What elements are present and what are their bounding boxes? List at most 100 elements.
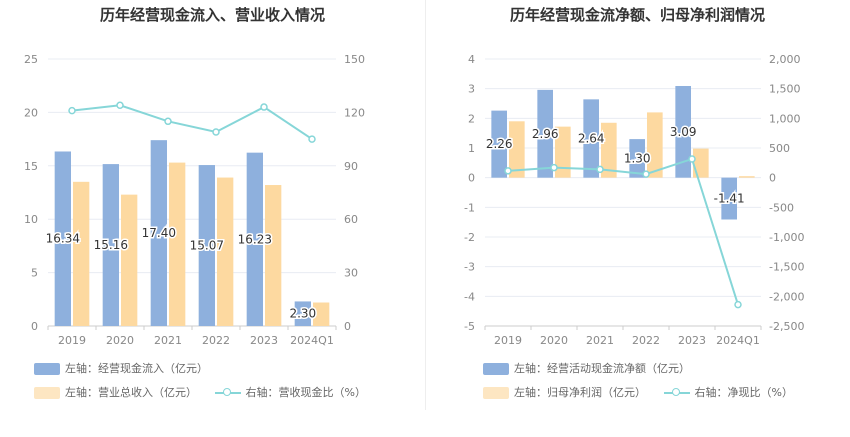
- right-axis-tick-label: 2,000: [769, 53, 801, 66]
- x-axis-tick-label: 2024Q1: [716, 334, 760, 347]
- x-axis-tick-label: 2019: [58, 334, 86, 347]
- legend-item-net-cash-flow[interactable]: 左轴：经营活动现金流净额（亿元）: [483, 360, 690, 376]
- bar-secondary: [121, 194, 138, 326]
- chart-panel-net-cash-flow: 历年经营现金流净额、归母净利润情况 -5 -4 -3 -2 -1 0 1 2 3 4 -2,500-…: [425, 0, 850, 437]
- data-label: 16.23: [238, 232, 272, 246]
- data-label: 2.96: [532, 127, 559, 141]
- right-axis-tick-label: -1,000: [769, 231, 804, 244]
- bar-secondary: [169, 162, 186, 326]
- ratio-point: [596, 165, 604, 174]
- chart-title: 历年经营现金流净额、归母净利润情况: [509, 6, 765, 24]
- legend-label: 左轴：营业总收入（亿元）: [65, 386, 197, 399]
- right-axis-tick-label: 120: [344, 106, 365, 119]
- data-label: 15.07: [190, 239, 224, 253]
- legend-label: 右轴：净现比（%）: [694, 386, 793, 399]
- bar-secondary: [217, 177, 234, 326]
- ratio-point: [164, 117, 172, 126]
- bar-primary: [537, 89, 553, 178]
- data-label: -1.41: [714, 192, 745, 206]
- x-axis-tick-label: 2024Q1: [290, 334, 334, 347]
- left-axis-tick-label: -4: [464, 290, 475, 303]
- legend-item-cash-ratio[interactable]: 右轴：营收现金比（%）: [214, 384, 366, 400]
- x-axis-tick-label: 2019: [494, 334, 522, 347]
- left-axis-tick-label: 15: [24, 160, 38, 173]
- left-axis-tick-label: 10: [24, 213, 38, 226]
- bar-secondary: [265, 185, 282, 326]
- ratio-point: [308, 135, 316, 143]
- left-axis-tick-label: 1: [468, 142, 475, 155]
- legend-swatch: [663, 387, 690, 399]
- ratio-point: [688, 155, 696, 163]
- left-axis-tick-label: -5: [464, 320, 475, 333]
- left-axis-tick-label: 25: [24, 53, 38, 66]
- data-label: 15.16: [94, 238, 128, 252]
- left-axis-tick-label: -3: [464, 261, 475, 274]
- ratio-point: [642, 170, 650, 178]
- bar-primary: [294, 301, 311, 326]
- bar-secondary: [647, 112, 663, 178]
- chart-canvas: -5 -4 -3 -2 -1 0 1 2 3 4 -2,500 -2,000 -1,500 -1,000 -…: [464, 53, 804, 347]
- bar-primary: [198, 165, 215, 326]
- right-axis-tick-label: 500: [769, 142, 790, 155]
- ratio-point: [116, 101, 124, 110]
- left-axis-tick-label: 5: [31, 267, 38, 280]
- bar-primary: [54, 151, 71, 326]
- data-label: 1.30: [624, 151, 651, 165]
- data-label: 2.30: [289, 307, 316, 321]
- legend-swatch: [34, 363, 60, 375]
- left-axis-tick-label: 0: [31, 320, 38, 333]
- legend-item-net-profit[interactable]: 左轴：归母净利润（亿元）: [483, 384, 646, 400]
- left-axis-tick-label: 0: [468, 172, 475, 185]
- bar-primary: [102, 164, 119, 326]
- x-axis-tick-label: 2021: [586, 334, 614, 347]
- bar-primary: [721, 177, 737, 220]
- data-label: 2.64: [578, 132, 605, 146]
- right-axis-tick-label: 30: [344, 267, 358, 280]
- bar-secondary: [555, 126, 571, 178]
- chart-canvas: 0 5 10 15 20 25 0 30 60 90 120 150 2019 2020 2021 2022 2…: [24, 53, 365, 347]
- legend-swatch: [483, 363, 509, 375]
- ratio-point: [212, 128, 220, 136]
- bar-secondary: [601, 122, 617, 178]
- panel-divider: [425, 0, 426, 410]
- legend-label: 左轴：归母净利润（亿元）: [514, 386, 646, 399]
- legend-swatch: [34, 387, 60, 399]
- ratio-point: [734, 300, 742, 309]
- x-axis-tick-label: 2022: [202, 334, 230, 347]
- legend-label: 右轴：营收现金比（%）: [245, 386, 366, 399]
- bar-secondary: [739, 176, 755, 178]
- legend-item-cash-inflow[interactable]: 左轴：经营现金流入（亿元）: [34, 360, 208, 376]
- left-axis-tick-label: -2: [464, 231, 475, 244]
- legend-item-net-cash-ratio[interactable]: 右轴：净现比（%）: [663, 384, 793, 400]
- left-axis-tick-label: -1: [464, 201, 475, 214]
- legend-row: 左轴：归母净利润（亿元） 右轴：净现比（%）: [483, 384, 807, 400]
- legend-row: 左轴：经营活动现金流净额（亿元）: [483, 360, 704, 376]
- right-axis-tick-label: 1,000: [769, 112, 801, 125]
- ratio-point: [260, 103, 268, 111]
- right-axis-tick-label: -2,000: [769, 290, 804, 303]
- right-axis-tick-label: 90: [344, 160, 358, 173]
- ratio-point: [68, 106, 76, 115]
- legend-label: 左轴：经营现金流入（亿元）: [65, 362, 208, 375]
- right-axis-tick-label: 0: [344, 320, 351, 333]
- x-axis-tick-label: 2023: [678, 334, 706, 347]
- bar-primary: [150, 140, 167, 326]
- legend-row: 左轴：经营现金流入（亿元）: [34, 360, 222, 376]
- legend-label: 左轴：经营活动现金流净额（亿元）: [514, 362, 690, 375]
- left-axis-tick-label: 20: [24, 106, 38, 119]
- right-axis-tick-label: 0: [769, 172, 776, 185]
- bar-primary: [246, 152, 263, 326]
- bar-secondary: [509, 121, 525, 178]
- data-label: 16.34: [46, 232, 80, 246]
- bar-secondary: [313, 302, 330, 326]
- data-label: 2.26: [486, 137, 513, 151]
- bar-primary: [491, 110, 507, 178]
- x-axis-tick-label: 2021: [154, 334, 182, 347]
- bar-primary: [583, 99, 599, 178]
- chart-panel-cash-inflow: 历年经营现金流入、营业收入情况 0 5 10 15 20 25 0 30 60 90 120 150 2…: [24, 6, 366, 400]
- x-axis-tick-label: 2023: [250, 334, 278, 347]
- legend-item-revenue[interactable]: 左轴：营业总收入（亿元）: [34, 384, 197, 400]
- x-axis-tick-label: 2022: [632, 334, 660, 347]
- legend-swatch: [483, 387, 509, 399]
- right-axis-tick-label: 150: [344, 53, 365, 66]
